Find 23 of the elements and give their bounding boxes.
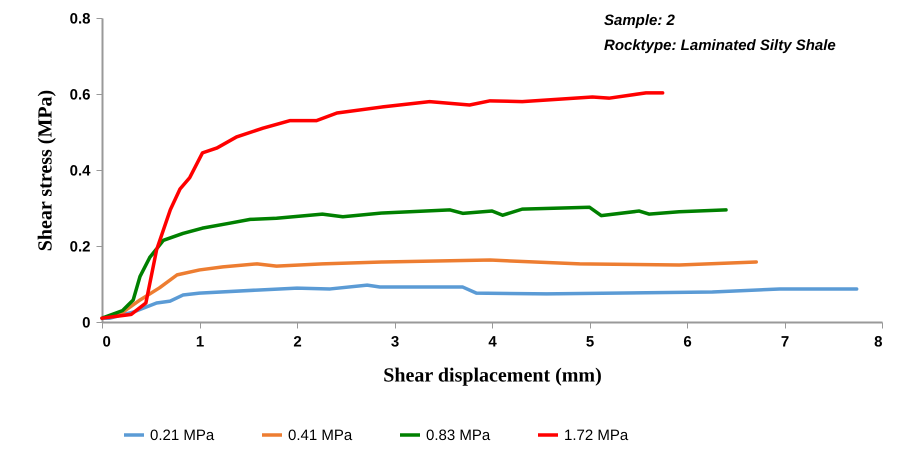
x-tick-label: 5 bbox=[586, 334, 594, 350]
y-tick-label: 0 bbox=[82, 314, 90, 332]
x-tick-label: 1 bbox=[196, 334, 204, 350]
x-axis-title: Shear displacement (mm) bbox=[383, 364, 602, 386]
x-tick-label: 0 bbox=[102, 334, 111, 350]
legend-label: 0.83 MPa bbox=[426, 427, 491, 444]
legend-label: 0.41 MPa bbox=[288, 427, 353, 444]
y-tick-label: 0.4 bbox=[70, 162, 92, 180]
annotation: Rocktype: Laminated Silty Shale bbox=[604, 37, 836, 54]
x-tick-label: 6 bbox=[683, 334, 692, 350]
line-series bbox=[100, 91, 664, 320]
legend-label: 1.72 MPa bbox=[564, 427, 629, 444]
annotation: Sample: 2 bbox=[604, 12, 676, 29]
x-tick-label: 8 bbox=[874, 334, 882, 350]
x-tick-label: 2 bbox=[293, 334, 302, 350]
x-tick-label: 4 bbox=[488, 334, 498, 350]
legend-label: 0.21 MPa bbox=[150, 427, 215, 444]
x-tick-label: 7 bbox=[780, 334, 790, 350]
y-tick-label: 0.8 bbox=[70, 10, 90, 28]
x-tick-label: 3 bbox=[390, 334, 400, 350]
y-tick-label: 0.6 bbox=[70, 86, 90, 104]
y-tick-label: 0.2 bbox=[70, 238, 90, 256]
y-axis-title: Shear stress (MPa) bbox=[34, 90, 57, 252]
